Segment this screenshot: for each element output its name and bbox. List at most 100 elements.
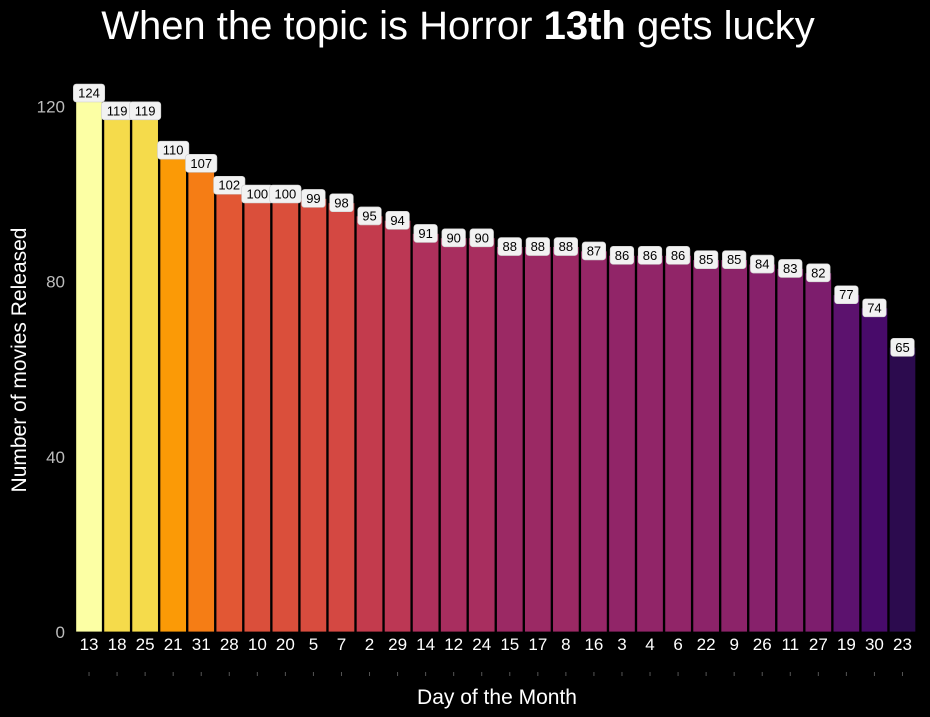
- bar-day-4: [636, 254, 664, 633]
- data-label: 119: [107, 103, 128, 118]
- x-tick-label: 16: [584, 635, 603, 654]
- data-label: 74: [867, 300, 881, 315]
- data-labels: 124 119 119 110 107 102 100 100 99 98 95 94 91 90 90 88…: [73, 83, 915, 357]
- data-label-box: [553, 237, 578, 256]
- data-label-box: [581, 241, 607, 261]
- data-label: 86: [615, 248, 629, 263]
- data-label-box: [806, 263, 831, 283]
- x-tick-label: 26: [753, 635, 772, 654]
- x-tick-label: 19: [837, 635, 856, 654]
- chart-title: When the topic is Horror 13th gets lucky: [101, 4, 815, 48]
- bar-day-2: [355, 215, 384, 633]
- x-tick-label: 20: [276, 635, 295, 654]
- x-tick-label: 9: [729, 635, 738, 654]
- bar-day-26: [748, 263, 776, 633]
- data-label: 84: [755, 257, 769, 272]
- data-label: 107: [190, 156, 212, 171]
- bar-day-5: [299, 197, 328, 633]
- bar-day-25: [131, 110, 159, 633]
- bar-day-9: [720, 259, 748, 633]
- x-tick-label: 30: [865, 635, 884, 654]
- bar-day-27: [804, 272, 832, 633]
- x-tick-label: 6: [673, 635, 682, 654]
- y-tick-label: 0: [56, 623, 65, 642]
- data-label-box: [73, 83, 106, 103]
- bar-day-3: [608, 254, 636, 633]
- data-label: 90: [474, 230, 488, 245]
- x-tick-label: 21: [164, 635, 183, 654]
- x-tick-label: 24: [472, 635, 491, 654]
- bar-day-8: [552, 246, 580, 633]
- data-label-box: [269, 184, 302, 204]
- data-label: 90: [446, 230, 460, 245]
- data-label: 86: [671, 248, 685, 263]
- data-label: 102: [218, 178, 240, 193]
- bar-day-6: [664, 254, 692, 633]
- data-label: 91: [418, 226, 432, 241]
- x-tick-label: 10: [248, 635, 267, 654]
- bar-day-21: [159, 149, 187, 633]
- data-label: 119: [135, 103, 156, 118]
- data-label: 87: [587, 243, 601, 258]
- x-tick-label: 17: [528, 635, 547, 654]
- bar-day-15: [496, 246, 524, 633]
- data-label: 110: [163, 143, 184, 158]
- y-tick-label: 120: [37, 97, 65, 116]
- x-tick-label: 22: [697, 635, 716, 654]
- bar-day-19: [832, 294, 861, 633]
- bar-day-12: [440, 237, 468, 633]
- x-tick-label: 7: [337, 635, 346, 654]
- data-label: 94: [390, 213, 404, 228]
- data-label-box: [497, 237, 522, 256]
- data-label-box: [862, 298, 887, 318]
- x-tick-label: 18: [108, 635, 127, 654]
- data-label-box: [778, 259, 803, 278]
- data-label: 100: [275, 187, 297, 202]
- bar-day-28: [215, 184, 243, 633]
- bar-day-17: [524, 246, 552, 633]
- x-tick-label: 25: [136, 635, 155, 654]
- bar-day-30: [860, 307, 889, 633]
- data-label: 77: [839, 287, 853, 302]
- data-label-box: [609, 246, 635, 265]
- bar-day-14: [411, 233, 440, 633]
- data-label: 83: [783, 261, 797, 276]
- data-label-box: [385, 210, 410, 230]
- bar-day-23: [888, 346, 917, 633]
- bar-day-10: [243, 193, 271, 633]
- x-tick-label: 27: [809, 635, 828, 654]
- data-label-box: [722, 250, 747, 269]
- x-tick-label: 11: [781, 635, 799, 654]
- data-label: 85: [727, 252, 741, 267]
- data-label: 88: [531, 239, 545, 254]
- data-label: 95: [362, 208, 376, 223]
- x-tick-label: 13: [80, 635, 99, 654]
- x-tick-label: 12: [444, 635, 463, 654]
- data-label: 99: [306, 191, 320, 206]
- x-tick-label: 23: [893, 635, 912, 654]
- data-label: 100: [246, 187, 268, 202]
- data-label-box: [834, 285, 859, 305]
- x-axis: 13 18 25 21 31 28 10 20 5 7 2 29 14 12 24 15 17 8 16 3 4 6 22 9…: [80, 635, 912, 676]
- y-tick-label: 40: [46, 448, 65, 467]
- data-label-box: [329, 193, 354, 213]
- x-tick-label: 31: [192, 635, 211, 654]
- bar-day-22: [692, 259, 720, 633]
- bar-day-7: [327, 202, 356, 633]
- bar-day-18: [103, 110, 131, 633]
- bar-day-24: [468, 237, 496, 633]
- data-label-box: [357, 206, 382, 226]
- data-label-box: [185, 154, 218, 173]
- bar-day-11: [776, 268, 804, 633]
- bars: [75, 88, 917, 633]
- data-label-box: [129, 101, 162, 121]
- x-axis-title: Day of the Month: [417, 686, 577, 709]
- data-label-box: [890, 337, 915, 357]
- data-label-box: [157, 140, 190, 160]
- data-label-box: [441, 228, 466, 248]
- y-tick-label: 80: [46, 273, 65, 292]
- data-label-box: [637, 246, 663, 265]
- bar-day-13: [75, 88, 103, 633]
- bar-day-29: [383, 219, 412, 633]
